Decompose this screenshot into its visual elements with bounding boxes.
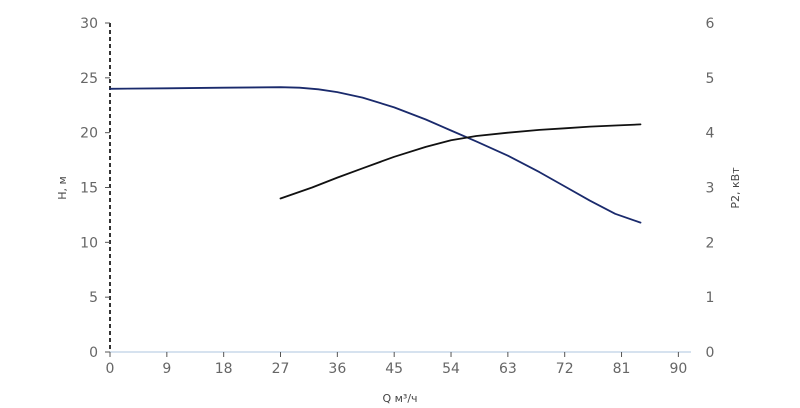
power-curve-line [279,123,642,200]
left-y-axis-title: H, м [56,176,69,200]
x-tick-label: 0 [106,361,115,377]
x-tick-label: 72 [556,361,574,377]
y2-tick-label: 6 [706,16,715,32]
head-curve-line [109,86,642,224]
right-y-axis-title: P2, кВт [729,167,742,209]
series-group [109,86,642,224]
x-tick-label: 9 [162,361,171,377]
y-tick-label: 15 [80,181,98,197]
y2-tick-label: 2 [706,235,715,251]
x-tick-label: 54 [442,361,460,377]
x-tick-label: 36 [328,361,346,377]
x-tick-label: 27 [272,361,290,377]
y2-tick-label: 5 [706,71,715,87]
x-tick-label: 81 [613,361,631,377]
right-y-axis-ticks: 0 1 2 3 4 5 6 [706,16,715,361]
y2-tick-label: 0 [706,345,715,361]
y-tick-label: 20 [80,126,98,142]
y-tick-label: 5 [89,290,98,306]
y-tick-label: 10 [80,235,98,251]
x-tick-label: 18 [215,361,233,377]
y-tick-label: 30 [80,16,98,32]
left-y-axis-ticks: 0 5 10 15 20 25 30 [80,16,110,361]
y-tick-label: 0 [89,345,98,361]
x-tick-label: 90 [669,361,687,377]
x-tick-label: 45 [385,361,403,377]
x-axis-ticks: 0 9 18 27 36 45 54 63 72 81 90 [106,352,687,377]
y2-tick-label: 4 [706,126,715,142]
axes [109,23,691,353]
y-tick-label: 25 [80,71,98,87]
y2-tick-label: 3 [706,181,715,197]
y2-tick-label: 1 [706,290,715,306]
x-tick-label: 63 [499,361,517,377]
x-axis-title: Q м³/ч [382,392,417,405]
